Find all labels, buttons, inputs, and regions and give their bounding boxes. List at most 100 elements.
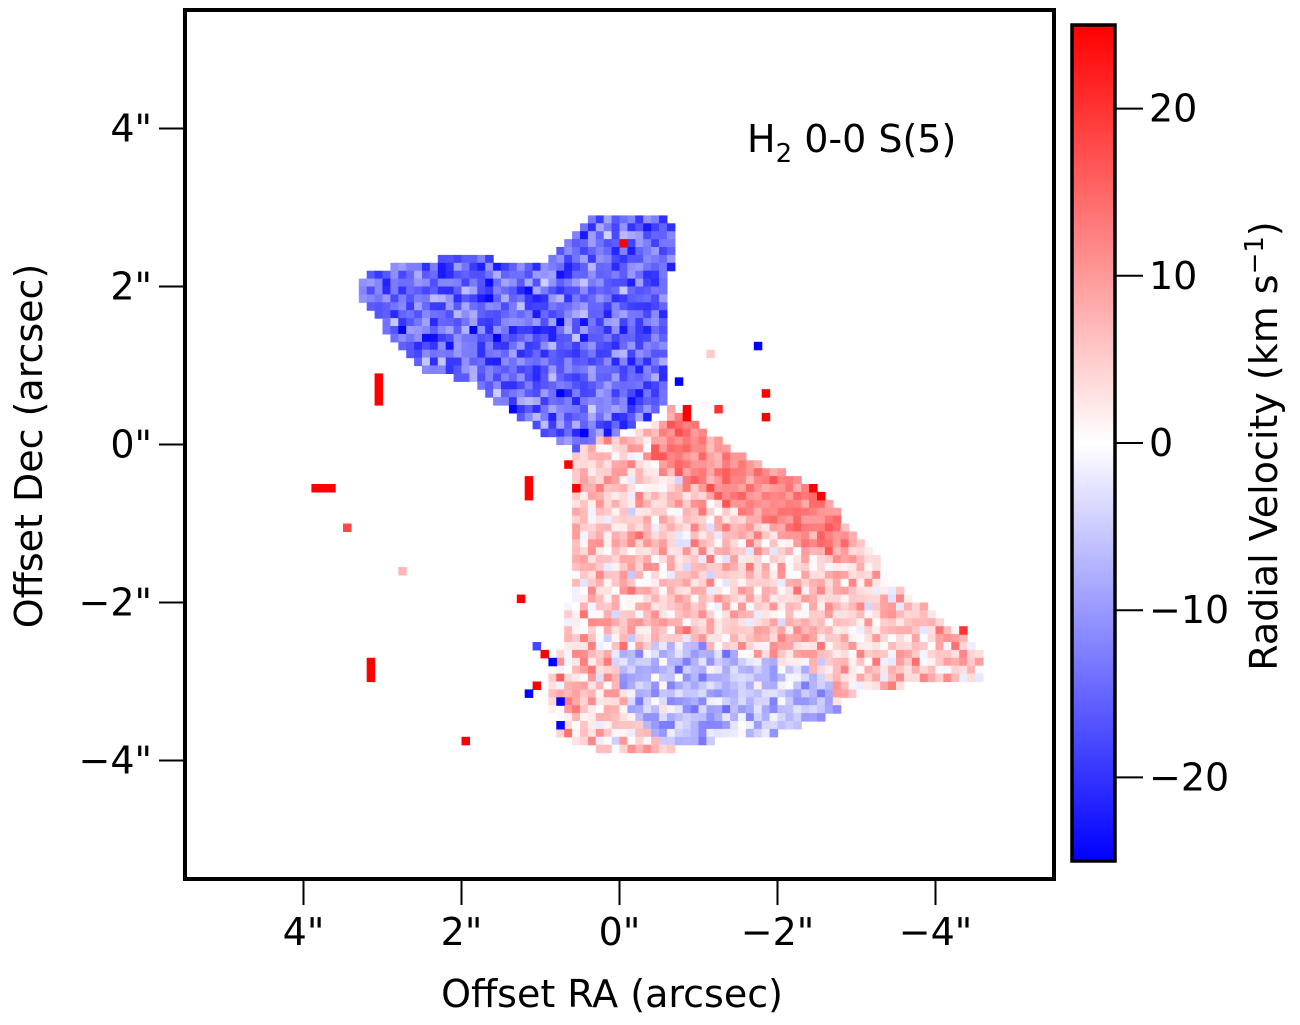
velocity-pixel <box>501 349 510 359</box>
velocity-pixel <box>880 594 889 604</box>
velocity-pixel <box>745 697 755 706</box>
velocity-pixel <box>627 657 636 667</box>
velocity-pixel <box>651 570 660 580</box>
velocity-pixel <box>437 310 447 319</box>
velocity-pixel <box>659 294 668 303</box>
velocity-pixel <box>753 626 763 635</box>
velocity-pixel <box>643 570 652 580</box>
velocity-pixel <box>745 610 755 619</box>
velocity-pixel <box>501 262 510 272</box>
velocity-pixel <box>643 657 652 667</box>
velocity-pixel <box>785 618 794 627</box>
velocity-pixel <box>666 665 676 675</box>
velocity-pixel <box>785 673 794 683</box>
velocity-pixel <box>722 507 731 517</box>
velocity-pixel <box>659 705 668 714</box>
velocity-pixel <box>595 365 605 374</box>
velocity-pixel <box>461 302 470 311</box>
velocity-pixel <box>666 681 676 690</box>
velocity-pixel <box>366 270 376 280</box>
velocity-pixel <box>651 547 660 556</box>
velocity-pixel <box>785 476 794 485</box>
velocity-pixel-isolated <box>540 649 549 659</box>
velocity-pixel <box>706 484 715 493</box>
velocity-pixel <box>848 681 858 690</box>
x-tick-label: 2" <box>441 910 483 954</box>
velocity-pixel <box>738 681 747 690</box>
velocity-pixel <box>548 349 557 359</box>
velocity-pixel <box>848 673 858 683</box>
velocity-pixel <box>587 476 597 485</box>
velocity-pixel <box>785 547 794 556</box>
velocity-pixel <box>682 610 692 619</box>
velocity-pixel <box>580 531 589 540</box>
velocity-pixel <box>801 626 810 635</box>
velocity-pixel <box>714 460 723 469</box>
velocity-pixel <box>603 247 613 256</box>
velocity-pixel <box>643 626 652 635</box>
velocity-pixel <box>651 341 660 351</box>
velocity-pixel <box>611 278 621 288</box>
velocity-pixel <box>919 649 929 659</box>
velocity-pixel <box>493 286 502 295</box>
velocity-pixel <box>824 563 834 572</box>
velocity-pixel <box>627 586 636 596</box>
velocity-pixel <box>682 602 692 611</box>
velocity-pixel <box>888 649 897 659</box>
velocity-pixel <box>888 657 897 667</box>
velocity-pixel <box>390 294 399 303</box>
velocity-pixel <box>477 310 486 319</box>
velocity-pixel <box>880 681 889 690</box>
velocity-pixel <box>690 673 700 683</box>
velocity-pixel <box>666 555 676 564</box>
velocity-pixel <box>572 333 581 343</box>
velocity-pixel <box>666 491 676 501</box>
velocity-pixel <box>556 270 565 280</box>
velocity-pixel <box>801 570 810 580</box>
velocity-pixel <box>730 697 739 706</box>
velocity-pixel <box>690 476 700 485</box>
velocity-pixel <box>832 673 842 683</box>
velocity-pixel <box>485 357 494 367</box>
velocity-pixel <box>769 523 779 532</box>
velocity-pixel <box>635 531 644 540</box>
velocity-pixel <box>611 326 621 335</box>
velocity-pixel <box>627 326 636 335</box>
velocity-pixel <box>817 515 826 525</box>
velocity-pixel <box>627 555 636 564</box>
velocity-pixel <box>659 318 668 327</box>
velocity-pixel <box>666 642 676 651</box>
velocity-pixel <box>643 484 652 493</box>
velocity-pixel <box>698 713 707 722</box>
velocity-pixel <box>422 357 431 367</box>
velocity-pixel <box>659 539 668 548</box>
velocity-pixel <box>619 602 628 611</box>
velocity-pixel <box>785 507 794 517</box>
velocity-pixel <box>627 499 636 509</box>
velocity-pixel <box>611 523 621 532</box>
velocity-pixel <box>659 491 668 501</box>
velocity-pixel <box>651 405 660 414</box>
velocity-pixel <box>793 626 802 635</box>
velocity-pixel <box>698 578 707 588</box>
velocity-pixel <box>627 728 636 738</box>
velocity-pixel <box>690 594 700 604</box>
velocity-pixel <box>627 721 636 730</box>
velocity-pixel <box>809 531 818 540</box>
velocity-pixel <box>753 578 763 588</box>
velocity-pixel <box>556 357 565 367</box>
velocity-pixel <box>587 570 597 580</box>
velocity-pixel <box>722 491 731 501</box>
velocity-pixel <box>951 626 960 635</box>
velocity-pixel <box>738 460 747 469</box>
velocity-pixel <box>374 310 384 319</box>
velocity-pixel <box>690 563 700 572</box>
velocity-pixel <box>651 294 660 303</box>
velocity-pixel <box>611 428 621 438</box>
velocity-pixel <box>880 626 889 635</box>
velocity-pixel <box>469 278 478 288</box>
velocity-pixel <box>951 665 960 675</box>
velocity-pixel <box>540 278 549 288</box>
velocity-pixel <box>698 626 707 635</box>
y-tick-label: −2" <box>79 581 153 625</box>
